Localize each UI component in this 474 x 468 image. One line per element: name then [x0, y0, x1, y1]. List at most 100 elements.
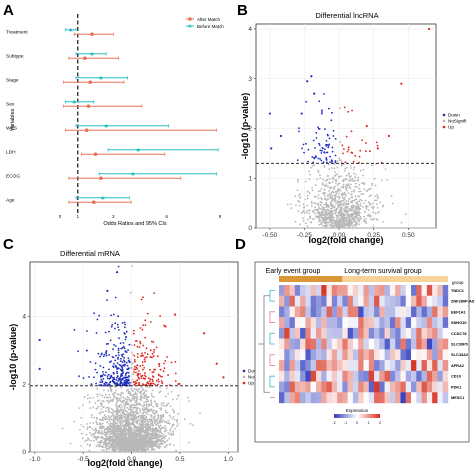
point-nosignifi — [150, 408, 153, 411]
point-nosignifi — [140, 394, 143, 397]
heatmap-cell — [310, 360, 317, 372]
heatmap-cell — [279, 317, 285, 329]
point-up — [141, 352, 144, 355]
point-nosignifi — [323, 189, 326, 191]
heatmap-cell — [315, 285, 322, 296]
point-nosignifi — [105, 442, 108, 445]
point-nosignifi — [101, 425, 104, 427]
point-nosignifi — [309, 215, 311, 218]
point-nosignifi — [327, 209, 329, 211]
point-up — [143, 367, 146, 369]
point-nosignifi — [356, 203, 358, 205]
heatmap-cell — [374, 285, 380, 296]
point-nosignifi — [91, 427, 93, 430]
heatmap-cell — [326, 370, 333, 382]
point-nosignifi — [371, 184, 373, 186]
point-nosignifi — [334, 196, 337, 199]
point-up — [155, 379, 158, 382]
point-up — [139, 327, 142, 329]
point-nosignifi — [116, 419, 119, 422]
point-nosignifi — [120, 427, 122, 430]
point-down — [321, 109, 323, 112]
point-nosignifi — [133, 403, 135, 406]
heatmap-cell — [321, 392, 327, 404]
point-nosignifi — [128, 392, 131, 394]
point-nosignifi — [173, 418, 176, 421]
point-nosignifi — [101, 449, 103, 451]
point-nosignifi — [144, 408, 146, 411]
point-nosignifi — [119, 422, 121, 425]
point-down — [119, 360, 122, 363]
point-nosignifi — [119, 417, 122, 419]
point-nosignifi — [99, 423, 102, 426]
point-nosignifi — [112, 392, 115, 394]
point-nosignifi — [144, 393, 147, 396]
point-nosignifi — [327, 198, 330, 201]
point-nosignifi — [318, 223, 321, 226]
point-nosignifi — [99, 427, 101, 429]
point-nosignifi — [317, 208, 320, 211]
heatmap-cell — [300, 327, 306, 339]
point-nosignifi — [164, 441, 167, 444]
heatmap-cell — [337, 306, 343, 318]
point-down — [125, 336, 128, 338]
heatmap-cell — [416, 327, 422, 339]
point-nosignifi — [89, 396, 92, 399]
heatmap-cell — [400, 317, 406, 329]
row-label-header: group — [452, 280, 464, 285]
point-nosignifi — [116, 422, 119, 425]
point-down — [313, 92, 316, 95]
point-nosignifi — [309, 173, 311, 176]
heatmap-cell — [384, 381, 391, 393]
point-nosignifi — [169, 428, 172, 431]
x-tick-label: -0.5 — [78, 456, 90, 463]
point-nosignifi — [159, 431, 162, 434]
heatmap-cell — [289, 327, 296, 339]
point-down — [107, 373, 110, 376]
point-down — [330, 119, 333, 122]
point-down — [117, 265, 120, 268]
point-nosignifi — [296, 189, 299, 192]
point-nosignifi — [137, 390, 139, 392]
point-nosignifi — [161, 414, 163, 417]
point-nosignifi — [129, 367, 132, 369]
point-nosignifi — [118, 444, 121, 447]
point-down — [312, 161, 314, 164]
panel-d-row-labels: TNDC1ZNF280P-AS1EEF1A1SNHG16CCDC78SLC39F… — [451, 288, 474, 400]
point-nosignifi — [314, 206, 317, 209]
point-nosignifi — [164, 395, 167, 398]
point-down — [38, 338, 41, 342]
point-nosignifi — [328, 177, 331, 180]
point-nosignifi — [118, 425, 121, 428]
point-nosignifi — [334, 198, 337, 201]
estimate-point — [91, 200, 96, 204]
point-down — [126, 364, 129, 367]
point-nosignifi — [96, 388, 98, 390]
heatmap-cell — [389, 295, 396, 307]
point-nosignifi — [328, 168, 331, 171]
point-nosignifi — [352, 204, 355, 207]
point-down — [122, 342, 125, 344]
point-up — [144, 375, 147, 378]
point-nosignifi — [177, 412, 180, 415]
x-tick-label: -1.0 — [29, 456, 41, 463]
x-tick-label: 0 — [59, 214, 62, 219]
heatmap-cell — [384, 360, 391, 372]
heatmap-cell — [321, 338, 327, 350]
point-nosignifi — [165, 435, 167, 437]
point-nosignifi — [317, 169, 319, 172]
point-nosignifi — [105, 416, 107, 418]
point-nosignifi — [83, 396, 86, 398]
heatmap-cell — [294, 306, 301, 318]
point-nosignifi — [347, 206, 349, 209]
point-nosignifi — [345, 211, 347, 214]
point-nosignifi — [167, 419, 170, 422]
point-nosignifi — [143, 404, 145, 407]
point-nosignifi — [153, 437, 156, 440]
heatmap-cell — [432, 370, 438, 382]
point-nosignifi — [319, 201, 322, 204]
point-nosignifi — [136, 444, 138, 447]
point-down — [108, 361, 111, 364]
point-nosignifi — [116, 397, 118, 400]
point-nosignifi — [95, 445, 98, 447]
